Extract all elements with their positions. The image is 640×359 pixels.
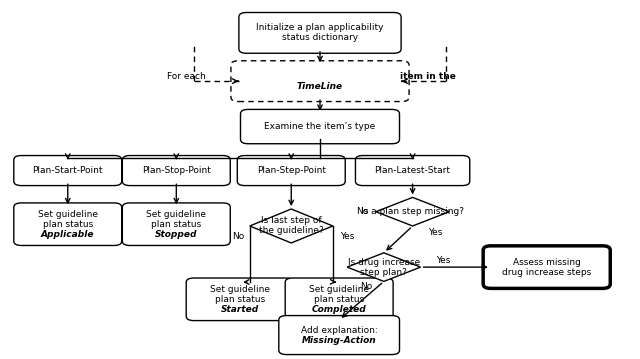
Text: plan status: plan status	[151, 220, 202, 229]
FancyBboxPatch shape	[122, 155, 230, 186]
Text: Set guideline: Set guideline	[210, 285, 270, 294]
Text: Is drug increase: Is drug increase	[348, 258, 420, 267]
Text: Set guideline: Set guideline	[38, 210, 98, 219]
Text: No: No	[232, 232, 244, 241]
FancyBboxPatch shape	[239, 13, 401, 53]
Text: plan status: plan status	[314, 295, 364, 304]
Polygon shape	[347, 253, 420, 281]
Text: Missing-Action: Missing-Action	[302, 336, 376, 345]
FancyBboxPatch shape	[483, 246, 611, 288]
Text: No: No	[360, 282, 372, 291]
FancyBboxPatch shape	[355, 155, 470, 186]
Text: Is last step of: Is last step of	[261, 216, 321, 225]
Text: drug increase steps: drug increase steps	[502, 267, 591, 277]
Text: Initialize a plan applicability: Initialize a plan applicability	[256, 23, 384, 32]
Text: No: No	[356, 207, 368, 216]
Text: Yes: Yes	[340, 232, 354, 241]
FancyBboxPatch shape	[14, 203, 122, 246]
Text: item in the: item in the	[401, 72, 456, 81]
Text: For each: For each	[167, 72, 209, 81]
Text: status dictionary: status dictionary	[282, 33, 358, 42]
FancyBboxPatch shape	[237, 155, 345, 186]
Polygon shape	[376, 197, 449, 226]
Polygon shape	[250, 209, 333, 243]
FancyBboxPatch shape	[186, 278, 294, 321]
Text: Started: Started	[221, 305, 259, 314]
Text: TimeLine: TimeLine	[297, 81, 343, 91]
FancyBboxPatch shape	[231, 61, 409, 102]
Text: step plan?: step plan?	[360, 267, 407, 277]
FancyBboxPatch shape	[285, 278, 393, 321]
Text: plan status: plan status	[43, 220, 93, 229]
Text: Set guideline: Set guideline	[147, 210, 206, 219]
Text: Add explanation:: Add explanation:	[301, 326, 378, 335]
Text: Assess missing: Assess missing	[513, 258, 580, 267]
FancyBboxPatch shape	[279, 316, 399, 355]
Text: the guideline?: the guideline?	[259, 227, 324, 236]
Text: Examine the item’s type: Examine the item’s type	[264, 122, 376, 131]
Text: Plan-Latest-Start: Plan-Latest-Start	[374, 166, 451, 175]
Text: Yes: Yes	[436, 256, 450, 265]
Text: Yes: Yes	[428, 228, 442, 237]
Text: plan status: plan status	[215, 295, 266, 304]
Text: Plan-Step-Point: Plan-Step-Point	[257, 166, 326, 175]
Text: Is a plan step missing?: Is a plan step missing?	[361, 207, 464, 216]
Text: Plan-Stop-Point: Plan-Stop-Point	[142, 166, 211, 175]
Text: Plan-Start-Point: Plan-Start-Point	[33, 166, 103, 175]
Text: Applicable: Applicable	[41, 230, 95, 239]
FancyBboxPatch shape	[241, 109, 399, 144]
Text: Stopped: Stopped	[155, 230, 198, 239]
Text: Completed: Completed	[312, 305, 367, 314]
FancyBboxPatch shape	[14, 155, 122, 186]
FancyBboxPatch shape	[122, 203, 230, 246]
Text: Set guideline: Set guideline	[309, 285, 369, 294]
